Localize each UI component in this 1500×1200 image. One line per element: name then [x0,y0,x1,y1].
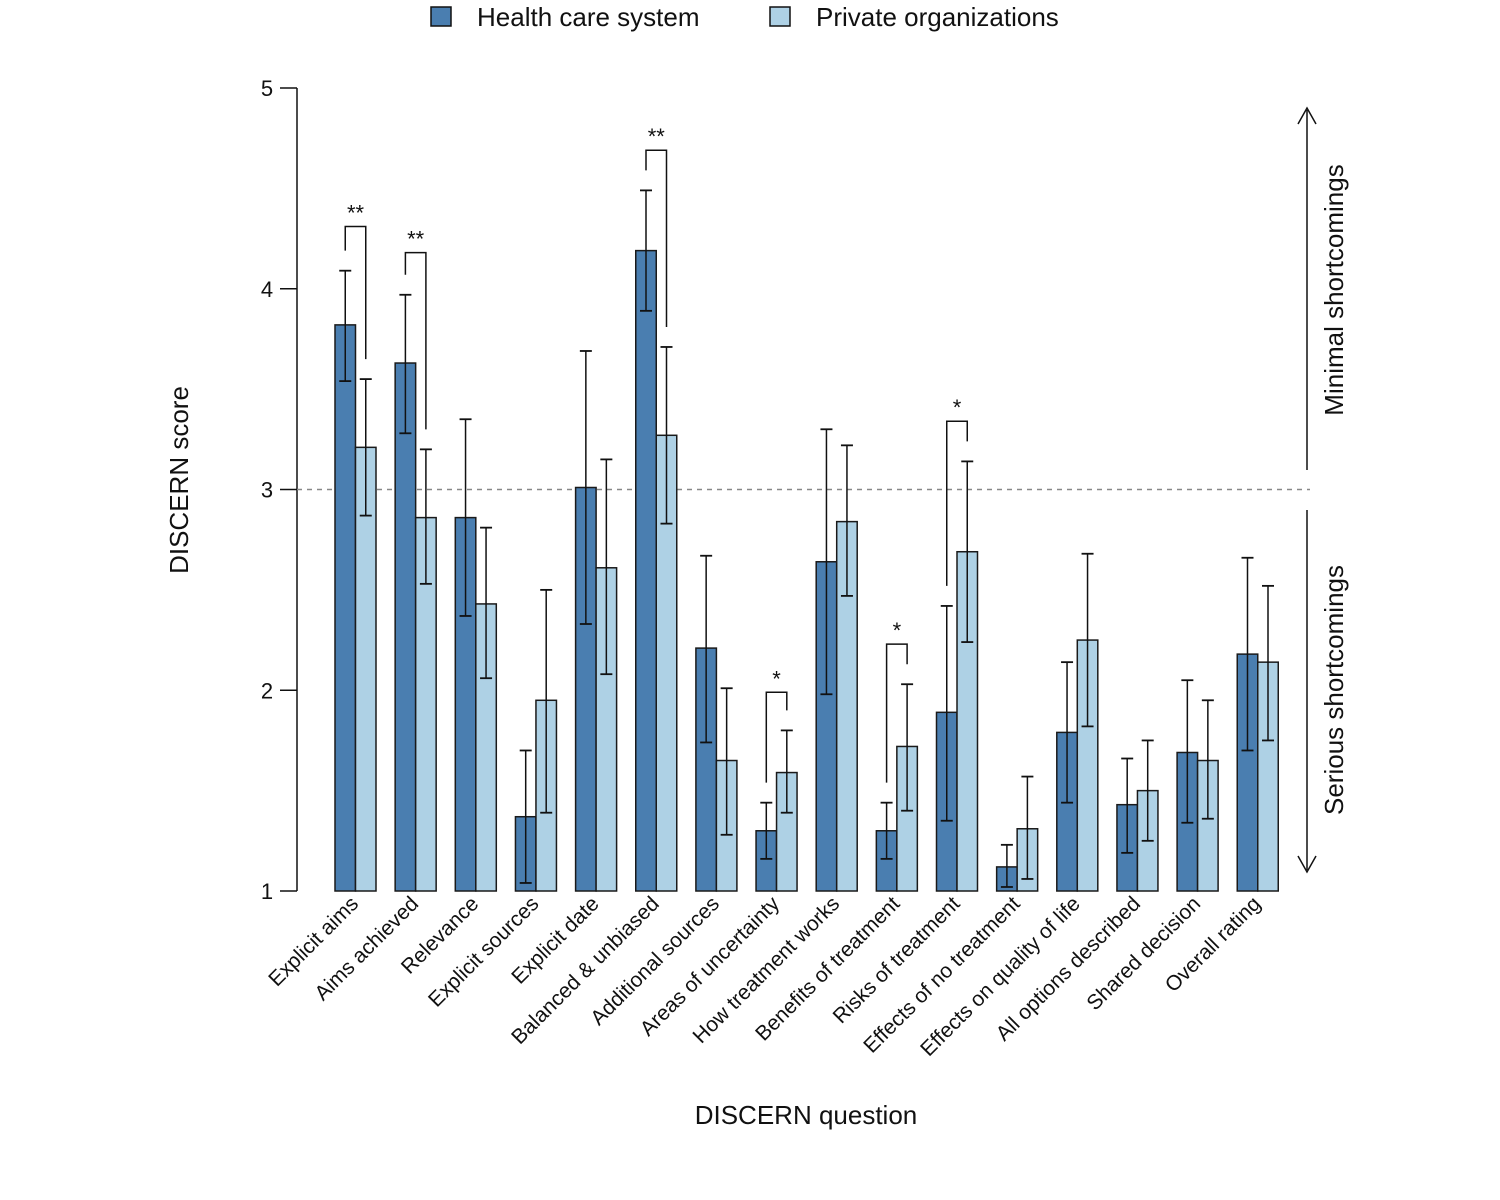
error-bar-health-care-system-additional-sources [700,554,713,744]
minimal-shortcomings-label: Minimal shortcomings [1319,164,1349,415]
significance-label: * [893,618,902,643]
error-bar-health-care-system-effects-of-no-treatment [1000,843,1013,888]
significance-label: * [772,666,781,691]
error-bar-health-care-system-balanced-unbiased [640,189,652,312]
error-bar-health-care-system-risks-of-treatment [940,605,953,822]
x-tick-label-aims-achieved: Aims achieved [310,892,423,1005]
arrow-up-icon [1297,106,1317,125]
shortcomings-annotation: Minimal shortcomings Serious shortcoming… [1297,106,1349,874]
error-bars-layer [339,189,1274,888]
legend: Health care system Private organizations [430,2,1059,32]
bars-layer [334,249,1279,892]
y-tick-label: 1 [261,879,273,904]
error-bar-health-care-system-aims-achieved [399,293,412,435]
legend-swatch-health-care-system [430,6,452,27]
error-bar-health-care-system-areas-of-uncertainty [760,801,773,860]
error-bar-private-organizations-benefits-of-treatment [901,683,914,812]
y-tick-label: 3 [261,478,273,503]
error-bar-private-organizations-explicit-sources [540,588,553,814]
error-bar-private-organizations-explicit-aims [359,378,372,517]
arrow-down-icon [1297,855,1317,874]
error-bar-health-care-system-how-treatment-works [820,428,833,696]
error-bar-health-care-system-relevance [459,418,472,617]
significance-bracket-explicit-aims: ** [344,201,367,360]
error-bar-private-organizations-shared-decision [1201,699,1214,820]
significance-label: ** [407,227,425,252]
error-bar-health-care-system-all-options-described [1121,757,1134,854]
error-bar-private-organizations-explicit-date [600,458,613,676]
error-bar-private-organizations-how-treatment-works [840,444,853,597]
error-bar-private-organizations-overall-rating [1262,584,1274,742]
y-axis: 1 2 3 4 5 [261,76,298,904]
error-bar-private-organizations-all-options-described [1141,739,1154,842]
error-bar-private-organizations-effects-of-no-treatment [1021,775,1034,880]
legend-label-private-organizations: Private organizations [816,2,1059,32]
error-bar-health-care-system-explicit-sources [519,749,532,884]
error-bar-private-organizations-areas-of-uncertainty [780,729,793,814]
significance-bracket-risks-of-treatment: * [946,395,968,586]
significance-bracket-balanced-unbiased: ** [645,124,668,327]
significance-bracket-benefits-of-treatment: * [885,618,908,783]
legend-swatch-private-organizations [769,6,791,27]
y-axis-title: DISCERN score [164,386,194,574]
error-bar-health-care-system-overall-rating [1241,556,1254,752]
error-bar-private-organizations-effects-on-quality-of-life [1081,552,1094,728]
x-axis-title: DISCERN question [695,1100,918,1130]
serious-shortcomings-label: Serious shortcomings [1319,565,1349,815]
bar-health-care-system-balanced-unbiased [635,249,657,892]
error-bar-private-organizations-aims-achieved [419,448,432,585]
error-bar-health-care-system-explicit-aims [339,269,352,382]
significance-bracket-aims-achieved: ** [404,227,427,430]
bar-health-care-system-explicit-aims [334,324,357,892]
y-tick-label: 5 [261,76,273,101]
y-tick-label: 4 [261,277,273,302]
significance-label: ** [347,201,365,226]
x-tick-label-explicit-sources: Explicit sources [424,892,543,1011]
error-bar-health-care-system-explicit-date [579,350,592,625]
significance-label: * [953,395,962,420]
error-bar-health-care-system-effects-on-quality-of-life [1061,661,1074,804]
error-bar-private-organizations-additional-sources [720,687,733,836]
error-bar-health-care-system-benefits-of-treatment [880,801,893,860]
significance-label: ** [648,124,666,149]
error-bar-health-care-system-shared-decision [1181,679,1194,824]
error-bar-private-organizations-balanced-unbiased [660,346,673,525]
significance-layer: ********* [344,124,968,783]
bar-health-care-system-aims-achieved [394,362,417,892]
y-tick-label: 2 [261,678,273,703]
error-bar-private-organizations-risks-of-treatment [961,460,974,643]
error-bar-private-organizations-relevance [480,526,493,680]
legend-label-health-care-system: Health care system [477,2,700,32]
significance-bracket-areas-of-uncertainty: * [765,666,788,783]
